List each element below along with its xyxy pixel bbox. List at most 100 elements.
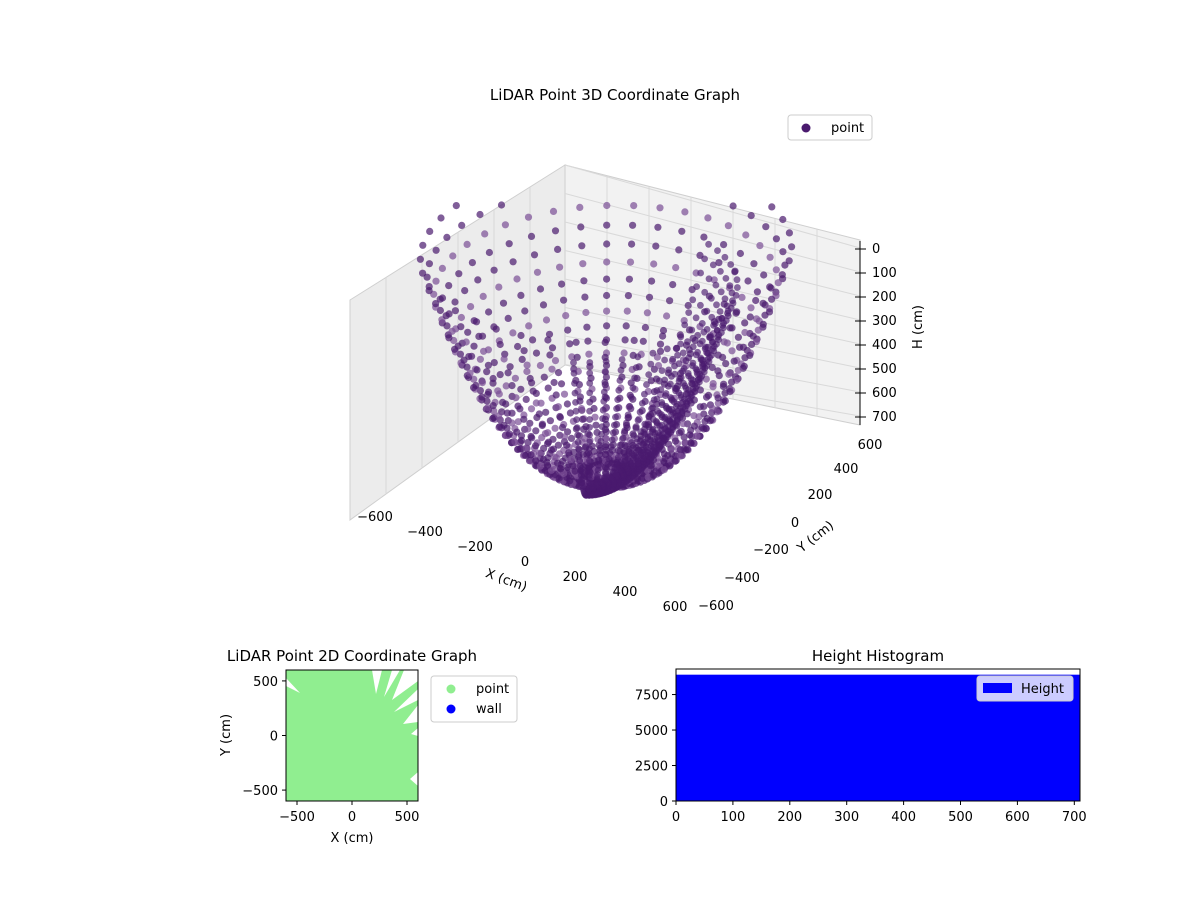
- cloud-point: [436, 295, 444, 303]
- cloud-point: [442, 312, 450, 320]
- cloud-point: [419, 241, 427, 249]
- cloud-point: [520, 415, 528, 423]
- cloud-point: [623, 419, 630, 427]
- chart2d-legend-marker-wall: [446, 704, 456, 714]
- cloud-point: [586, 416, 593, 423]
- cloud-point: [704, 349, 711, 357]
- cloud-point: [721, 295, 729, 303]
- z-tick-label-3d: 200: [872, 290, 897, 305]
- cloud-point: [699, 360, 706, 368]
- cloud-point: [663, 312, 671, 320]
- cloud-point: [520, 347, 528, 355]
- x-tick-label-3d: −600: [357, 510, 393, 525]
- cloud-point: [474, 276, 482, 284]
- cloud-point: [645, 412, 653, 420]
- cloud-point: [532, 399, 540, 407]
- cloud-point: [650, 260, 658, 268]
- cloud-point: [779, 248, 787, 256]
- z-tick-label-3d: 400: [872, 338, 897, 353]
- cloud-point: [489, 374, 497, 383]
- cloud-point: [682, 446, 690, 454]
- cloud-point: [577, 405, 586, 413]
- cloud-point: [633, 435, 641, 443]
- cloud-point: [630, 202, 638, 210]
- y-tick-label-3d: 400: [834, 462, 859, 477]
- y-tick-label-3d: 600: [858, 438, 883, 453]
- cloud-point: [532, 349, 541, 357]
- cloud-point: [499, 299, 508, 307]
- cloud-point: [744, 277, 752, 285]
- cloud-point: [583, 323, 591, 331]
- cloud-point: [741, 319, 749, 327]
- gap-wedge: [394, 689, 418, 712]
- cloud-point: [680, 379, 687, 387]
- cloud-point: [621, 427, 629, 435]
- cloud-point: [508, 419, 516, 427]
- cloud-point: [689, 380, 696, 388]
- cloud-point: [750, 260, 758, 268]
- cloud-point: [432, 246, 440, 254]
- cloud-point: [698, 423, 706, 432]
- cloud-point: [581, 293, 589, 301]
- cloud-point: [656, 347, 665, 355]
- cloud-point: [654, 362, 663, 370]
- cloud-point: [623, 307, 631, 315]
- cloud-point: [707, 294, 715, 302]
- cloud-point: [611, 421, 618, 429]
- hist-legend: Height: [976, 675, 1074, 702]
- cloud-point: [561, 433, 569, 441]
- x-tick-label-2d: −500: [279, 810, 315, 825]
- cloud-point: [602, 358, 610, 365]
- cloud-point: [659, 326, 668, 335]
- cloud-point: [580, 277, 588, 285]
- cloud-point: [717, 268, 724, 275]
- cloud-point: [503, 409, 511, 417]
- cloud-point: [774, 279, 782, 287]
- gap-wedge: [286, 678, 300, 693]
- cloud-point: [508, 382, 516, 390]
- cloud-point: [707, 332, 714, 339]
- cloud-point: [470, 317, 478, 325]
- cloud-point: [443, 233, 451, 241]
- cloud-point: [438, 264, 446, 272]
- cloud-point: [614, 396, 622, 403]
- chart2d-xlabel: X (cm): [331, 831, 374, 846]
- cloud-point: [680, 433, 688, 441]
- cloud-point: [626, 258, 635, 266]
- cloud-point: [693, 432, 701, 440]
- chart3d-xlabel: X (cm): [483, 566, 529, 595]
- cloud-point: [701, 255, 708, 263]
- cloud-point: [551, 424, 559, 432]
- cloud-point: [591, 413, 599, 421]
- cloud-point: [677, 333, 685, 341]
- cloud-point: [586, 424, 593, 431]
- cloud-point: [641, 323, 650, 332]
- cloud-point: [667, 394, 674, 401]
- cloud-point: [716, 308, 724, 315]
- cloud-point: [598, 430, 605, 438]
- cloud-point: [684, 301, 692, 310]
- x-tick-label-3d: 600: [663, 600, 688, 615]
- cloud-point: [639, 337, 647, 345]
- cloud-point: [663, 345, 671, 353]
- cloud-point: [719, 322, 726, 329]
- cloud-point: [679, 420, 687, 428]
- cloud-point: [669, 355, 677, 363]
- cloud-point: [704, 356, 712, 363]
- cloud-point: [576, 462, 584, 470]
- cloud-point: [517, 291, 525, 299]
- cloud-point: [697, 269, 704, 277]
- cloud-point: [741, 354, 749, 362]
- cloud-point: [586, 379, 594, 387]
- cloud-point: [729, 297, 736, 304]
- cloud-point: [538, 420, 547, 428]
- cloud-point: [506, 363, 514, 371]
- cloud-point: [681, 208, 689, 216]
- cloud-point: [603, 307, 611, 315]
- cloud-point: [466, 369, 474, 377]
- cloud-point: [463, 240, 471, 248]
- gap-wedge: [403, 705, 418, 724]
- cloud-point: [566, 409, 575, 417]
- cloud-point: [680, 365, 688, 372]
- cloud-point: [478, 379, 486, 387]
